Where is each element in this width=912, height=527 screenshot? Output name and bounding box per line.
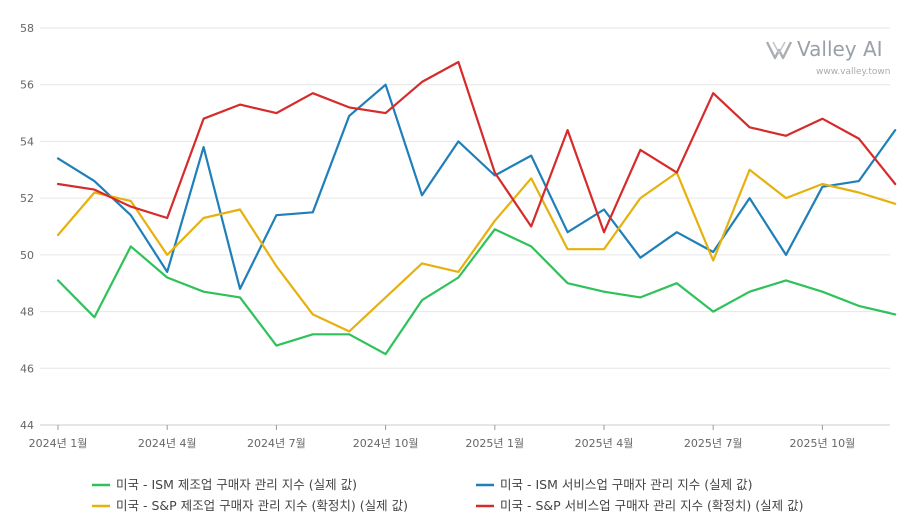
x-tick-label: 2024년 10월 <box>353 437 419 450</box>
legend-item[interactable]: 미국 - ISM 제조업 구매자 관리 지수 (실제 값) <box>92 477 357 492</box>
valley-logo-icon <box>765 41 793 60</box>
legend-item[interactable]: 미국 - S&P 제조업 구매자 관리 지수 (확정치) (실제 값) <box>92 498 408 513</box>
x-tick-label: 2025년 4월 <box>575 437 634 450</box>
series-line-1 <box>56 228 897 356</box>
x-axis: 2024년 1월 2024년 4월 2024년 7월 2024년 10월 2025년 1… <box>29 425 856 450</box>
y-tick-label: 44 <box>20 419 34 432</box>
x-tick-label: 2025년 10월 <box>790 437 856 450</box>
x-tick-label: 2024년 7월 <box>247 437 306 450</box>
legend-label: 미국 - ISM 서비스업 구매자 관리 지수 (실제 값) <box>500 477 752 492</box>
watermark: Valley AI www.valley.town <box>765 37 891 77</box>
y-tick-label: 58 <box>20 22 34 35</box>
legend-item[interactable]: 미국 - ISM 서비스업 구매자 관리 지수 (실제 값) <box>476 477 752 492</box>
series-line-4 <box>56 60 897 234</box>
y-tick-label: 46 <box>20 362 34 375</box>
y-tick-label: 48 <box>20 306 34 319</box>
series-line-2 <box>56 83 897 290</box>
x-tick-label: 2025년 1월 <box>465 437 524 450</box>
legend-label: 미국 - S&P 제조업 구매자 관리 지수 (확정치) (실제 값) <box>116 498 408 513</box>
x-tick-label: 2024년 1월 <box>29 437 88 450</box>
legend-label: 미국 - S&P 서비스업 구매자 관리 지수 (확정치) (실제 값) <box>500 498 804 513</box>
legend: 미국 - ISM 제조업 구매자 관리 지수 (실제 값) 미국 - ISM 서비… <box>92 477 804 513</box>
watermark-url: www.valley.town <box>816 67 891 77</box>
y-tick-label: 50 <box>20 249 34 262</box>
y-tick-label: 52 <box>20 192 34 205</box>
watermark-brand: Valley AI <box>797 37 883 61</box>
x-tick-label: 2025년 7월 <box>684 437 743 450</box>
y-axis: 44 46 48 50 52 54 56 58 <box>20 22 34 432</box>
legend-label: 미국 - ISM 제조업 구매자 관리 지수 (실제 값) <box>116 477 357 492</box>
gridlines <box>40 27 890 426</box>
series-lines <box>56 60 897 356</box>
x-tick-label: 2024년 4월 <box>138 437 197 450</box>
y-tick-label: 56 <box>20 79 34 92</box>
legend-item[interactable]: 미국 - S&P 서비스업 구매자 관리 지수 (확정치) (실제 값) <box>476 498 804 513</box>
series-line-3 <box>56 168 897 333</box>
y-tick-label: 54 <box>20 135 34 148</box>
